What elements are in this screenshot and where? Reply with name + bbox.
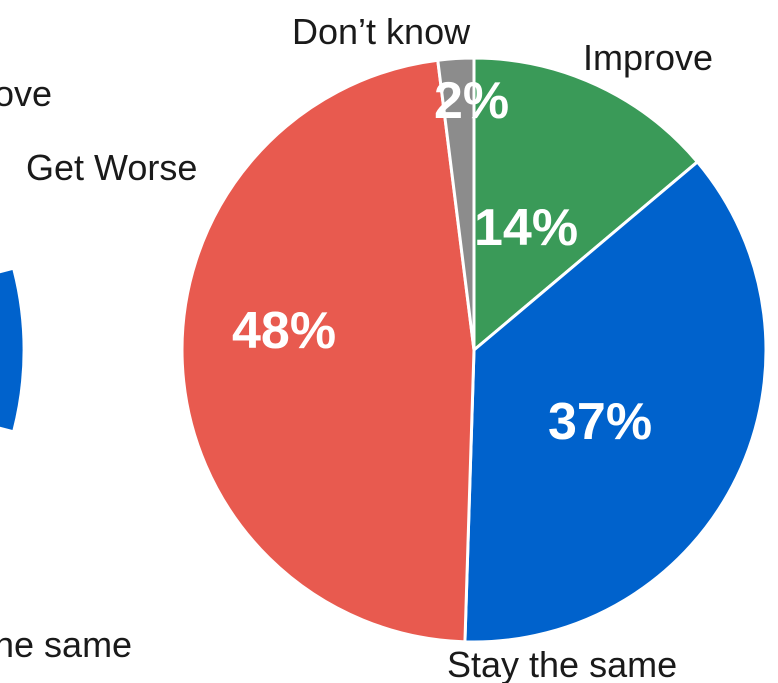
category-label-get-worse: Get Worse [26, 147, 197, 188]
pie-slice-improve [472, 56, 700, 354]
left-pie-slice-stay-the-same [0, 270, 23, 430]
category-label-stay-the-same: Stay the same [447, 644, 677, 683]
category-label-improve: Improve [583, 37, 713, 78]
left-pie-chart: ove he same [0, 73, 132, 665]
right-pie-chart [180, 56, 768, 644]
value-label-stay-the-same: 37% [548, 393, 652, 451]
pie-slice-dont-know [436, 56, 476, 351]
pie-slice-get-worse [180, 58, 476, 644]
value-label-improve: 14% [474, 199, 578, 257]
left-pie-label-improve: ove [0, 73, 52, 114]
left-pie-label-stay-the-same: he same [0, 624, 132, 665]
value-label-dont-know: 2% [434, 72, 509, 130]
value-label-get-worse: 48% [232, 302, 336, 360]
pie-slice-stay-the-same [463, 159, 768, 644]
category-label-dont-know: Don’t know [292, 11, 471, 52]
